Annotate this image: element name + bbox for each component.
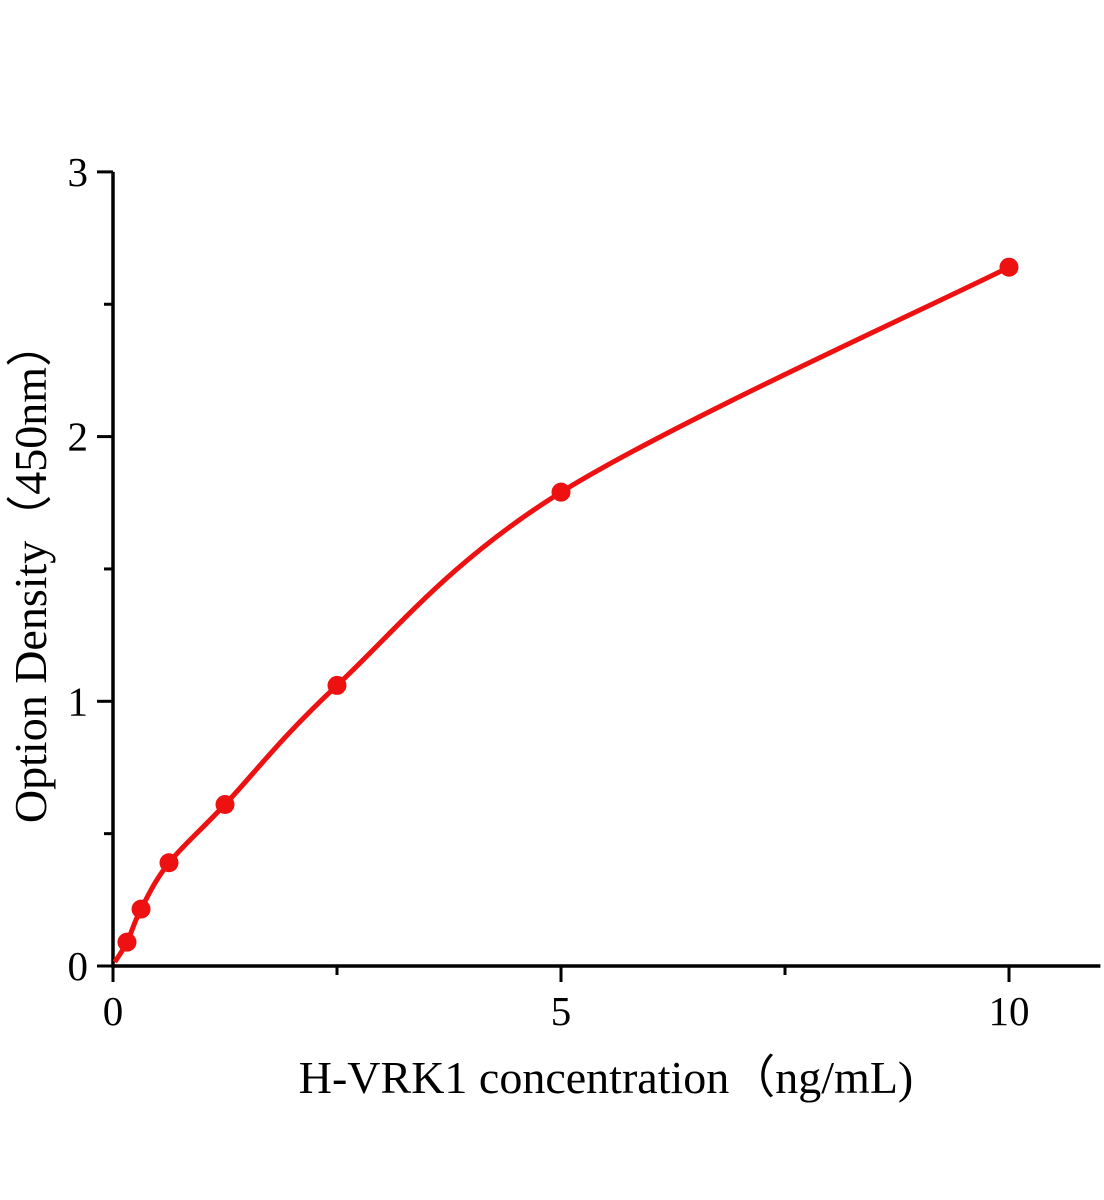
tick-label-layer: 0 1 2 3 0 5 10: [68, 149, 1030, 1034]
x-axis-tick-label: 5: [551, 988, 572, 1034]
data-point: [117, 932, 137, 952]
data-point: [215, 795, 235, 815]
y-axis-tick-label: 2: [68, 414, 89, 460]
data-series-layer: [112, 257, 1019, 964]
x-axis-tick-label: 10: [989, 988, 1030, 1034]
data-point: [159, 853, 179, 873]
y-axis-tick-label: 3: [68, 149, 89, 195]
y-axis-title: Option Density（450nm）: [5, 321, 56, 823]
data-point: [131, 899, 151, 919]
data-point: [327, 675, 347, 695]
x-axis-tick-label: 0: [103, 988, 124, 1034]
data-point: [551, 482, 571, 502]
axes-layer: [97, 170, 1101, 982]
x-axis-title: H-VRK1 concentration（ng/mL): [299, 1052, 913, 1103]
fitted-curve: [112, 264, 1011, 964]
data-point: [999, 257, 1019, 277]
y-axis-tick-label: 1: [68, 678, 89, 724]
y-axis-tick-label: 0: [68, 943, 89, 989]
